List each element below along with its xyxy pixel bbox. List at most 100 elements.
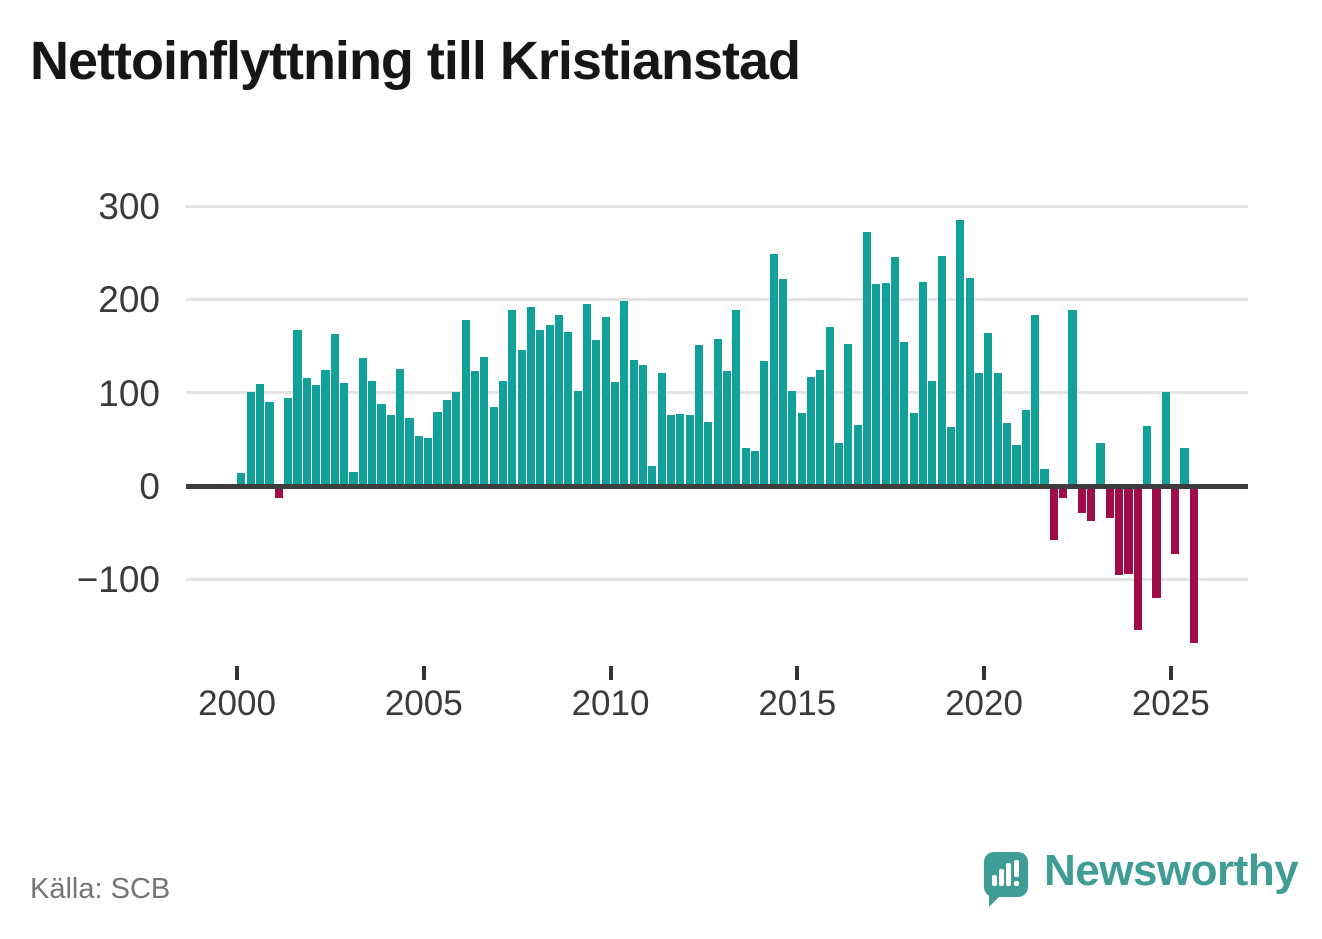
- bar: [872, 283, 881, 488]
- bar: [956, 220, 965, 488]
- bar: [330, 333, 339, 488]
- bar: [881, 282, 890, 488]
- bar: [610, 381, 619, 488]
- chart-title: Nettoinflyttning till Kristianstad: [30, 31, 801, 91]
- bar: [498, 380, 507, 488]
- bar: [536, 330, 545, 488]
- bar: [638, 364, 647, 488]
- bar: [358, 358, 367, 488]
- x-axis-tick: [795, 666, 800, 680]
- exclamation-icon: [1014, 859, 1019, 877]
- bar: [760, 360, 769, 488]
- bar: [891, 257, 900, 488]
- bar: [293, 330, 302, 488]
- newsworthy-logo: Newsworthy: [984, 843, 1299, 907]
- bar: [237, 472, 246, 488]
- bar: [368, 380, 377, 488]
- bar: [863, 232, 872, 488]
- chart-bars-icon: [999, 868, 1004, 886]
- bar: [386, 415, 395, 488]
- bar: [806, 376, 816, 488]
- bar: [517, 349, 526, 488]
- y-axis-label: 0: [139, 466, 160, 507]
- bar: [676, 414, 685, 488]
- x-axis-label: 2015: [758, 684, 837, 723]
- bar: [564, 332, 573, 488]
- bar: [1068, 309, 1077, 488]
- bar: [835, 443, 844, 488]
- plot-area: [186, 200, 1248, 670]
- bar: [265, 402, 274, 488]
- bar: [816, 370, 825, 488]
- x-axis-label: 2025: [1131, 684, 1210, 723]
- bar: [722, 371, 732, 488]
- bar: [1087, 486, 1096, 522]
- bar: [424, 438, 433, 488]
- bar: [489, 406, 498, 488]
- bar: [769, 253, 778, 488]
- x-axis-tick: [421, 666, 426, 680]
- bar: [508, 309, 517, 488]
- bar: [1012, 444, 1021, 488]
- bar: [1189, 486, 1198, 643]
- bar: [900, 342, 909, 488]
- bar: [778, 278, 788, 488]
- exclamation-icon-dot: [1014, 880, 1019, 886]
- bar: [844, 344, 853, 488]
- bar: [937, 255, 946, 488]
- logo-speech-bubble-icon: [984, 851, 1028, 907]
- y-axis-label: −100: [76, 559, 160, 601]
- bar: [788, 390, 797, 488]
- bar: [825, 327, 834, 488]
- bar: [1031, 315, 1040, 488]
- bar: [704, 421, 713, 488]
- bar: [1143, 426, 1152, 488]
- bar: [919, 281, 928, 488]
- bar: [685, 415, 694, 488]
- bar: [1049, 486, 1058, 541]
- x-axis-tick: [608, 666, 613, 680]
- bar: [396, 369, 405, 488]
- x-axis-tick: [1168, 666, 1173, 680]
- bar: [601, 317, 610, 488]
- source-label: Källa: SCB: [30, 873, 171, 905]
- bar: [620, 301, 629, 488]
- bar: [470, 371, 479, 488]
- bar: [414, 435, 423, 488]
- zero-axis-line: [186, 483, 1248, 489]
- x-axis-label: 2020: [945, 684, 1023, 723]
- bar: [1171, 486, 1180, 555]
- bar: [1059, 486, 1068, 499]
- bar: [321, 370, 330, 488]
- bar: [545, 324, 554, 488]
- bar: [1115, 486, 1124, 575]
- bar: [302, 377, 311, 488]
- bar: [554, 315, 563, 488]
- bar: [480, 357, 489, 488]
- bar: [666, 415, 676, 488]
- bar: [377, 403, 386, 488]
- bar: [1003, 422, 1012, 488]
- bar: [340, 383, 349, 488]
- bar: [442, 400, 451, 488]
- y-axis-label: 100: [98, 372, 160, 414]
- bar: [461, 319, 470, 488]
- bar: [657, 373, 666, 488]
- chart-bars-icon: [992, 874, 997, 886]
- bar: [349, 472, 358, 488]
- bar: [274, 486, 283, 499]
- bar: [592, 340, 601, 488]
- bar: [853, 425, 862, 488]
- gridline-300: [186, 204, 1248, 208]
- bar: [909, 413, 918, 488]
- bar: [648, 466, 657, 488]
- bar: [629, 360, 638, 488]
- gridline-200: [186, 297, 1248, 301]
- x-axis-label: 2005: [384, 684, 463, 723]
- bar: [1105, 486, 1114, 518]
- bar: [582, 304, 591, 488]
- bar: [1180, 447, 1189, 488]
- logo-bubble-tail: [989, 892, 1003, 907]
- x-axis-label: 2010: [571, 684, 650, 723]
- bar: [1021, 410, 1030, 488]
